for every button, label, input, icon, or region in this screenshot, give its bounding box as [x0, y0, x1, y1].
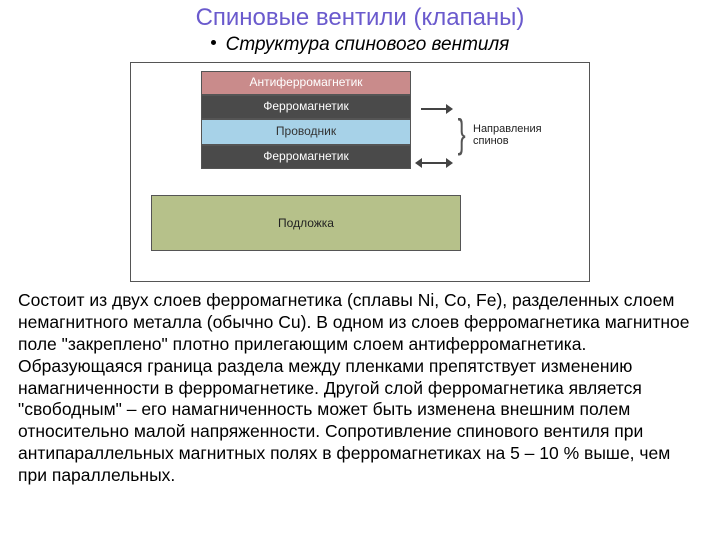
subtitle-text: Структура спинового вентиля	[226, 34, 510, 55]
layer-0: Антиферромагнетик	[201, 71, 411, 95]
layer-2: Проводник	[201, 119, 411, 145]
arrow-both-icon	[421, 162, 447, 164]
spin-label-line2: спинов	[473, 135, 509, 147]
page-title: Спиновые вентили (клапаны)	[0, 4, 720, 32]
description-paragraph: Состоит из двух слоев ферромагнетика (сп…	[0, 282, 720, 487]
substrate-label: Подложка	[278, 216, 334, 230]
layer-1: Ферромагнетик	[201, 95, 411, 119]
arrow-right-icon	[421, 108, 447, 110]
spin-label-line1: Направления	[473, 123, 542, 135]
spin-direction-label: Направления спинов	[473, 123, 542, 147]
substrate-layer: Подложка	[151, 195, 461, 251]
spin-valve-diagram: АнтиферромагнетикФерромагнетикПроводникФ…	[130, 62, 590, 282]
bullet-icon	[211, 40, 216, 45]
brace-icon: }	[458, 114, 466, 154]
page-subtitle: Структура спинового вентиля	[0, 34, 720, 56]
layer-3: Ферромагнетик	[201, 145, 411, 169]
